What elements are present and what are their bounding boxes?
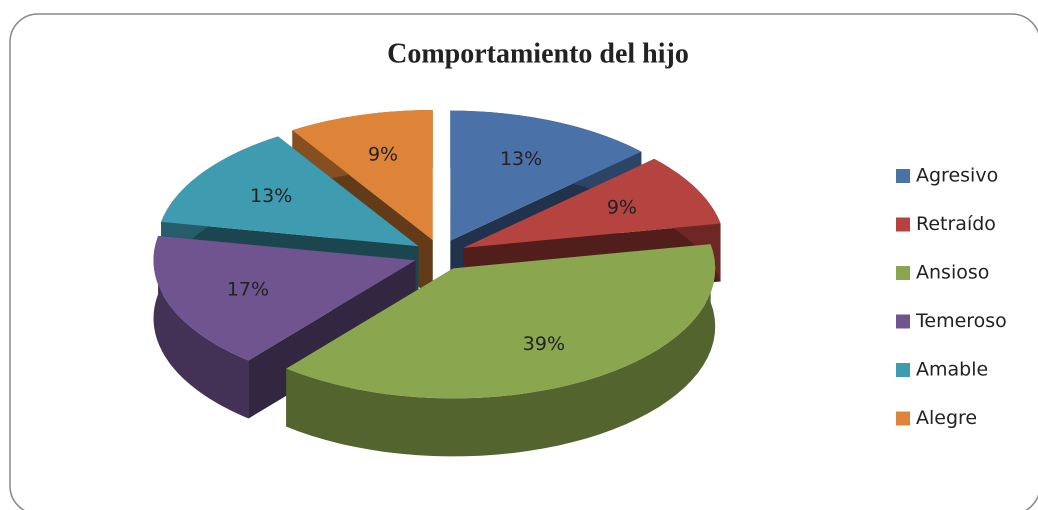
slice-top <box>292 110 433 241</box>
legend-label: Ansioso <box>916 262 989 284</box>
legend-swatch <box>896 266 910 280</box>
data-label: 9% <box>607 196 637 218</box>
slice-top <box>286 244 716 399</box>
legend-swatch <box>896 411 910 426</box>
legend-label: Amable <box>916 359 988 381</box>
data-label: 17% <box>227 279 269 301</box>
legend-swatch <box>896 217 910 232</box>
slice-side <box>153 235 249 419</box>
slice-side <box>286 244 716 457</box>
data-label: 9% <box>368 144 398 166</box>
chart-title: Comportamiento del hijo <box>387 38 689 69</box>
legend-label: Retraído <box>916 213 996 235</box>
data-label: 13% <box>500 148 542 170</box>
legend-label: Agresivo <box>916 165 998 187</box>
slice-top <box>463 158 721 248</box>
legend-label: Alegre <box>916 407 977 429</box>
legend-swatch <box>896 169 910 183</box>
slice-top <box>450 110 642 241</box>
slice-top <box>153 235 416 361</box>
pie-slice <box>286 244 716 457</box>
data-label: 39% <box>523 333 565 355</box>
legend-label: Temeroso <box>915 310 1007 332</box>
data-label: 13% <box>250 185 292 207</box>
legend-swatch <box>896 314 910 329</box>
slice-top <box>161 136 419 247</box>
legend-swatch <box>896 363 910 377</box>
